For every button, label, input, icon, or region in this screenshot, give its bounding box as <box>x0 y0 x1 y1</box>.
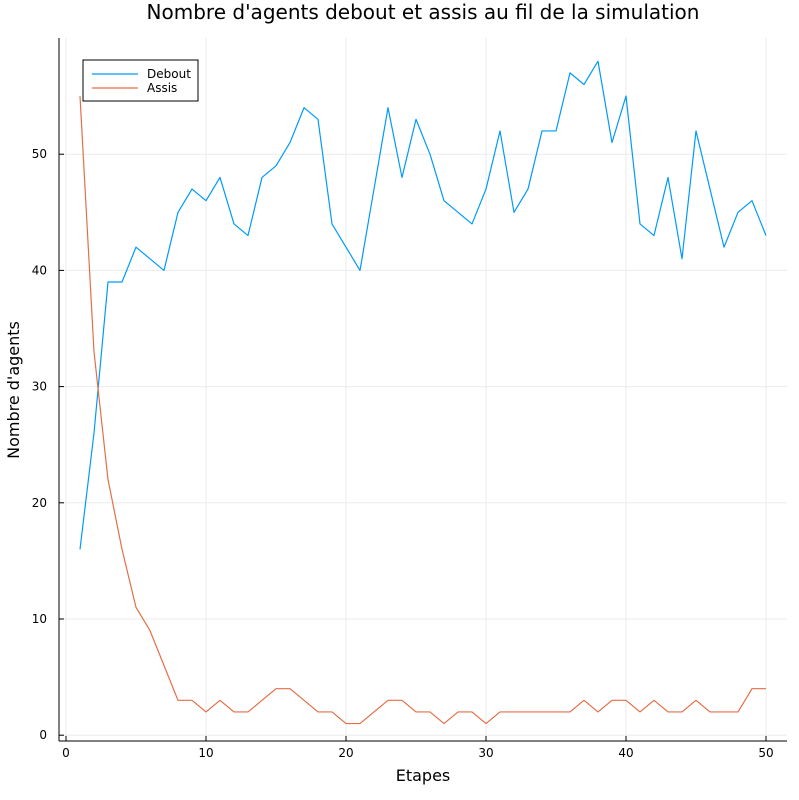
x-tick-label: 10 <box>198 746 213 760</box>
legend-box <box>82 59 199 102</box>
legend-label-assis: Assis <box>147 81 177 95</box>
series <box>79 60 767 725</box>
x-tick-label: 0 <box>62 746 70 760</box>
grid <box>59 38 787 741</box>
y-tick-label: 10 <box>32 612 47 626</box>
x-tick-label: 50 <box>758 746 773 760</box>
y-axis-label: Nombre d'agents <box>4 321 23 459</box>
y-tick-label: 50 <box>32 147 47 161</box>
x-tick-label: 30 <box>478 746 493 760</box>
legend-label-debout: Debout <box>147 67 191 81</box>
legend: Debout Assis <box>82 59 199 102</box>
x-tick-label: 40 <box>618 746 633 760</box>
y-tick-label: 20 <box>32 496 47 510</box>
chart-title: Nombre d'agents debout et assis au fil d… <box>147 0 700 24</box>
series-line-debout <box>79 60 767 550</box>
y-tick-label: 30 <box>32 380 47 394</box>
axes <box>58 38 787 742</box>
series-line-assis <box>79 96 766 725</box>
y-tick-label: 0 <box>39 728 47 742</box>
y-tick-label: 40 <box>32 263 47 277</box>
tick-labels: 0 10 20 30 40 50 0 10 20 30 40 50 <box>32 147 774 760</box>
x-axis-label: Etapes <box>396 766 451 785</box>
x-tick-label: 20 <box>338 746 353 760</box>
